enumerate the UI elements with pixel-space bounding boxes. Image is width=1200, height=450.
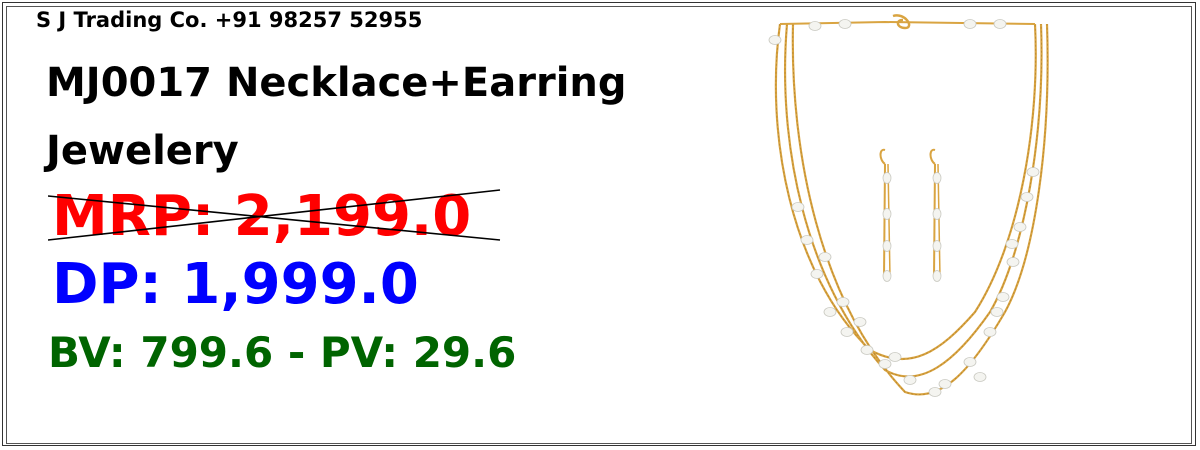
pearl-bead xyxy=(840,327,854,337)
pearl-bead xyxy=(903,375,917,385)
pearl-bead xyxy=(860,345,874,355)
pearl-bead xyxy=(938,379,952,389)
chain-texture xyxy=(775,23,1037,360)
pearl-bead xyxy=(1013,222,1027,232)
necklace-earring-image xyxy=(768,14,1049,397)
pearl-bead xyxy=(1026,167,1040,177)
pearl-bead xyxy=(973,372,987,382)
pearl-bead xyxy=(878,359,892,369)
necklace-drawing xyxy=(768,14,1049,397)
pearl-bead xyxy=(1006,257,1020,267)
earring-pearl xyxy=(882,270,892,282)
chain-strand xyxy=(791,23,1049,396)
earring-hook-icon xyxy=(929,148,936,165)
earring-pearl xyxy=(932,172,942,184)
clasp-icon xyxy=(892,14,911,30)
pearl-bead xyxy=(800,235,814,245)
pearl-bead xyxy=(818,252,832,262)
pearl-bead xyxy=(836,297,850,307)
pearl-bead xyxy=(963,357,977,367)
pearl-bead xyxy=(838,19,852,29)
earring-pearl xyxy=(882,208,892,220)
chain-texture xyxy=(784,23,1042,377)
earring-pearl xyxy=(882,240,892,252)
earring-hook-icon xyxy=(879,148,886,165)
bv-pv-values: BV: 799.6 - PV: 29.6 xyxy=(48,328,517,377)
pearl-bead xyxy=(808,21,822,31)
pearl-bead xyxy=(853,317,867,327)
product-title-line-1: MJ0017 Necklace+Earring xyxy=(46,60,627,106)
dp-price: DP: 1,999.0 xyxy=(52,252,419,317)
earring-pearl xyxy=(932,208,942,220)
chain-strand xyxy=(784,23,1043,378)
pearl-bead xyxy=(928,387,942,397)
pearl-bead xyxy=(990,307,1004,317)
pearl-bead xyxy=(791,202,805,212)
pearl-bead xyxy=(823,307,837,317)
earring-pearl xyxy=(932,240,942,252)
company-contact-line: S J Trading Co. +91 98257 52955 xyxy=(36,8,423,32)
pearl-bead xyxy=(996,292,1010,302)
product-title-line-2: Jewelery xyxy=(46,128,239,174)
pearl-bead xyxy=(1005,239,1019,249)
inner-frame xyxy=(6,6,1192,444)
pearl-bead xyxy=(983,327,997,337)
pearl-bead xyxy=(963,19,977,29)
pearl-bead xyxy=(768,35,782,45)
pearl-bead xyxy=(1020,192,1034,202)
earring-pearl xyxy=(882,172,892,184)
chain-texture xyxy=(792,23,1049,395)
pearl-bead xyxy=(810,269,824,279)
mrp-strikethrough xyxy=(48,189,501,241)
pearl-bead xyxy=(888,352,902,362)
pearl-bead xyxy=(993,19,1007,29)
earring-pearl xyxy=(932,270,942,282)
